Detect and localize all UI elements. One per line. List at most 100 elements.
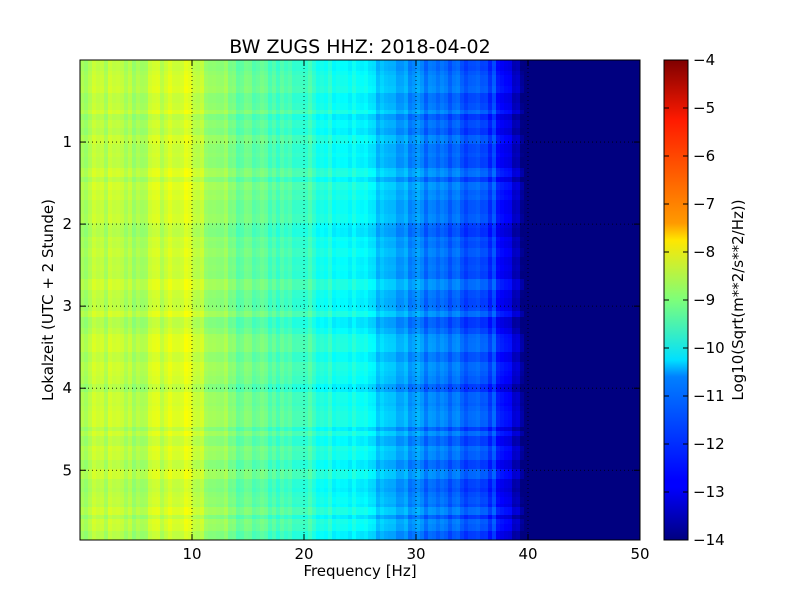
heatmap-cell	[92, 144, 97, 154]
heatmap-cell	[604, 120, 609, 129]
heatmap-cell	[452, 93, 457, 104]
heatmap-cell	[580, 195, 585, 201]
heatmap-cell	[332, 265, 337, 272]
heatmap-cell	[512, 257, 517, 266]
heatmap-cell	[556, 214, 561, 224]
heatmap-cell	[336, 271, 341, 280]
heatmap-cell	[568, 103, 573, 111]
heatmap-cell	[140, 75, 145, 87]
heatmap-cell	[320, 182, 325, 191]
heatmap-cell	[172, 66, 177, 72]
heatmap-cell	[208, 114, 213, 121]
heatmap-cell	[520, 144, 525, 154]
heatmap-cell	[532, 223, 537, 229]
heatmap-cell	[152, 114, 157, 121]
heatmap-cell	[216, 110, 221, 115]
heatmap-cell	[460, 223, 465, 229]
heatmap-cell	[232, 279, 237, 291]
heatmap-cell	[420, 103, 425, 111]
heatmap-cell	[316, 93, 321, 104]
heatmap-cell	[464, 171, 469, 178]
heatmap-cell	[144, 265, 149, 272]
heatmap-cell	[500, 265, 505, 272]
heatmap-cell	[248, 214, 253, 224]
heatmap-cell	[228, 86, 233, 94]
heatmap-cell	[372, 214, 377, 224]
heatmap-cell	[400, 86, 405, 94]
heatmap-cell	[620, 265, 625, 272]
heatmap-cell	[636, 114, 640, 121]
heatmap-cell	[544, 110, 549, 115]
heatmap-cell	[112, 103, 117, 111]
heatmap-cell	[396, 271, 401, 280]
heatmap-cell	[620, 257, 625, 266]
heatmap-cell	[112, 237, 117, 242]
heatmap-cell	[332, 248, 337, 258]
heatmap-cell	[532, 290, 537, 299]
heatmap-cell	[304, 214, 309, 224]
heatmap-cell	[312, 75, 317, 87]
heatmap-cell	[504, 223, 509, 229]
heatmap-cell	[468, 265, 473, 272]
heatmap-cell	[396, 131, 401, 136]
heatmap-cell	[408, 237, 413, 242]
heatmap-cell	[156, 177, 161, 183]
heatmap-cell	[628, 157, 633, 169]
heatmap-cell	[144, 228, 149, 238]
heatmap-cell	[468, 214, 473, 224]
heatmap-cell	[364, 66, 369, 72]
heatmap-cell	[456, 144, 461, 154]
heatmap-cell	[348, 200, 353, 206]
heatmap-cell	[436, 195, 441, 201]
heatmap-cell	[116, 279, 121, 291]
heatmap-cell	[188, 157, 193, 169]
heatmap-cell	[148, 257, 153, 266]
heatmap-cell	[348, 298, 353, 309]
heatmap-cell	[204, 131, 209, 136]
heatmap-cell	[88, 135, 93, 145]
heatmap-cell	[84, 71, 89, 76]
heatmap-cell	[196, 248, 201, 258]
heatmap-cell	[208, 223, 213, 229]
heatmap-cell	[380, 157, 385, 169]
heatmap-cell	[152, 265, 157, 272]
heatmap-cell	[312, 71, 317, 76]
heatmap-cell	[576, 190, 581, 196]
heatmap-cell	[448, 248, 453, 258]
heatmap-cell	[112, 135, 117, 145]
heatmap-cell	[608, 195, 613, 201]
heatmap-cell	[396, 60, 401, 67]
heatmap-cell	[616, 214, 621, 224]
heatmap-cell	[180, 103, 185, 111]
heatmap-cell	[364, 135, 369, 145]
heatmap-cell	[288, 135, 293, 145]
heatmap-cell	[300, 93, 305, 104]
heatmap-cell	[600, 153, 605, 158]
heatmap-cell	[320, 279, 325, 291]
heatmap-cell	[624, 271, 629, 280]
heatmap-cell	[296, 182, 301, 191]
heatmap-cell	[360, 228, 365, 238]
heatmap-cell	[360, 223, 365, 229]
heatmap-cell	[136, 153, 141, 158]
heatmap-cell	[168, 195, 173, 201]
heatmap-cell	[304, 205, 309, 215]
heatmap-cell	[564, 228, 569, 238]
heatmap-cell	[224, 200, 229, 206]
heatmap-cell	[336, 214, 341, 224]
heatmap-cell	[500, 241, 505, 249]
heatmap-cell	[592, 241, 597, 249]
heatmap-cell	[196, 257, 201, 266]
heatmap-cell	[304, 265, 309, 272]
heatmap-cell	[304, 241, 309, 249]
heatmap-cell	[620, 223, 625, 229]
heatmap-cell	[568, 66, 573, 72]
heatmap-cell	[580, 157, 585, 169]
heatmap-cell	[264, 131, 269, 136]
heatmap-cell	[296, 177, 301, 183]
heatmap-cell	[472, 135, 477, 145]
heatmap-cell	[460, 144, 465, 154]
heatmap-cell	[480, 93, 485, 104]
heatmap-cell	[108, 75, 113, 87]
heatmap-cell	[584, 120, 589, 129]
